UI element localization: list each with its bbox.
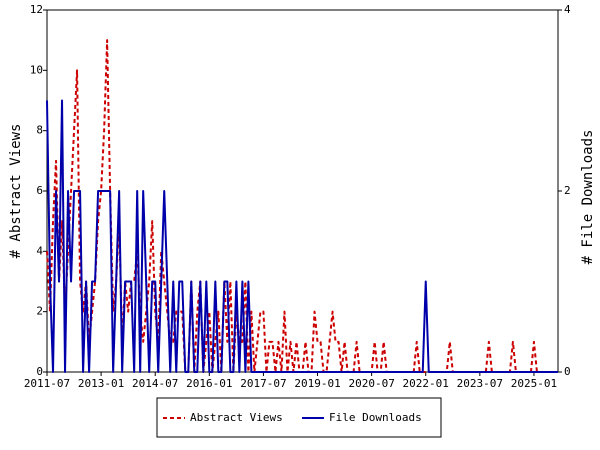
y-axis-label: # Abstract Views — [8, 124, 24, 259]
y-tick-label: 10 — [30, 63, 43, 76]
legend-label: Abstract Views — [190, 411, 283, 424]
y2-tick-label: 0 — [564, 365, 571, 378]
y-tick-label: 6 — [36, 184, 43, 197]
y-tick-label: 8 — [36, 124, 43, 137]
x-tick-label: 2016-01 — [186, 377, 232, 390]
x-tick-label: 2020-07 — [348, 377, 394, 390]
y-tick-label: 0 — [36, 365, 43, 378]
x-tick-label: 2013-01 — [78, 377, 124, 390]
x-tick-label: 2019-01 — [294, 377, 340, 390]
x-tick-label: 2025-01 — [511, 377, 557, 390]
y-tick-label: 2 — [36, 305, 43, 318]
x-tick-label: 2011-07 — [24, 377, 70, 390]
y2-axis-label: # File Downloads — [580, 130, 596, 265]
series-line — [46, 99, 558, 373]
y-tick-label: 12 — [30, 3, 43, 16]
y-tick-label: 4 — [36, 244, 43, 257]
x-tick-label: 2023-07 — [457, 377, 503, 390]
x-tick-label: 2017-07 — [240, 377, 286, 390]
x-tick-label: 2014-07 — [132, 377, 178, 390]
y2-tick-label: 4 — [564, 3, 571, 16]
legend-label: File Downloads — [329, 411, 422, 424]
legend-box — [156, 397, 442, 438]
y2-tick-label: 2 — [564, 184, 571, 197]
x-tick-label: 2022-01 — [403, 377, 449, 390]
